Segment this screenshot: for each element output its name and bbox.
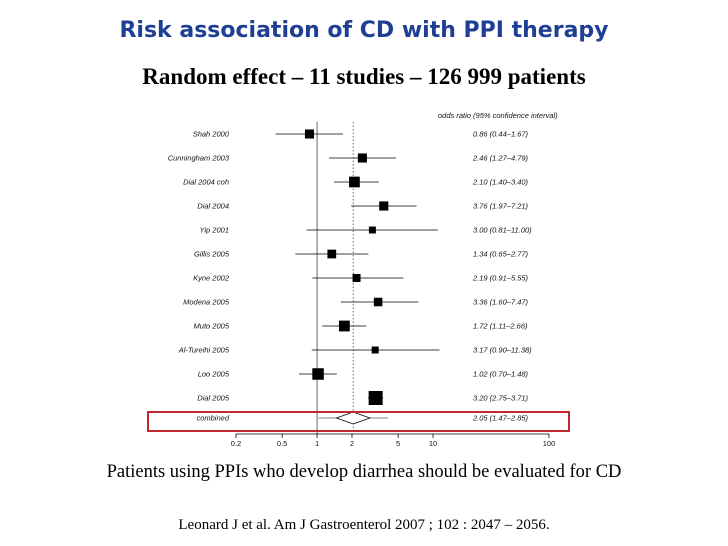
study-name: Muto 2005 (194, 322, 230, 331)
study-name: Cunningham 2003 (168, 154, 230, 163)
study-name: Kyne 2002 (193, 274, 230, 283)
point-estimate (373, 297, 383, 307)
study-name: Dial 2004 (197, 202, 229, 211)
study-or-label: 3.20 (2.75–3.71) (473, 394, 529, 403)
study-or-label: 2.46 (1.27–4.79) (472, 154, 529, 163)
study-or-label: 2.10 (1.40–3.40) (472, 178, 529, 187)
study-or-label: 2.19 (0.91–5.55) (472, 274, 529, 283)
study-or-label: 3.17 (0.90–11.38) (473, 346, 532, 355)
point-estimate (371, 346, 379, 354)
study-or-label: 1.72 (1.11–2.66) (473, 322, 528, 331)
x-tick-label: 100 (543, 439, 556, 448)
slide-caption: Patients using PPIs who develop diarrhea… (106, 462, 622, 482)
column-header: odds ratio (95% confidence interval) (438, 111, 558, 120)
point-estimate (352, 274, 361, 282)
point-estimate (349, 176, 360, 188)
point-estimate (338, 320, 350, 332)
combined-highlight-box (147, 411, 570, 432)
study-name: Gillis 2005 (194, 250, 230, 259)
point-estimate (357, 153, 367, 163)
citation: Leonard J et al. Am J Gastroenterol 2007… (178, 517, 550, 533)
combined-or-label: 2.05 (1.47–2.85) (472, 414, 529, 423)
slide-title: Risk association of CD with PPI therapy (119, 18, 609, 43)
study-or-label: 3.00 (0.81–11.00) (473, 226, 532, 235)
study-name: Modena 2005 (183, 298, 230, 307)
study-or-label: 3.76 (1.97–7.21) (473, 202, 529, 211)
x-tick-label: 5 (396, 439, 400, 448)
point-estimate (379, 201, 389, 211)
study-or-label: 1.02 (0.70–1.48) (473, 370, 529, 379)
x-tick-label: 0.5 (277, 439, 287, 448)
slide-subtitle: Random effect – 11 studies – 126 999 pat… (142, 64, 586, 89)
study-name: Loo 2005 (198, 370, 230, 379)
point-estimate (327, 249, 337, 259)
point-estimate (368, 226, 376, 234)
study-name: Dial 2004 coh (183, 178, 229, 187)
study-name: Yip 2001 (200, 226, 229, 235)
study-name: Al-Tureihi 2005 (178, 346, 230, 355)
study-name: Dial 2005 (197, 394, 230, 403)
study-name: Shah 2000 (193, 130, 230, 139)
study-or-label: 0.86 (0.44–1.67) (473, 130, 529, 139)
x-tick-label: 1 (315, 439, 319, 448)
point-estimate (304, 129, 314, 139)
forest-plot: odds ratio (95% confidence interval) Sha… (147, 111, 570, 448)
point-estimate (312, 368, 324, 380)
point-estimate (368, 391, 383, 405)
x-tick-label: 10 (429, 439, 437, 448)
study-or-label: 3.36 (1.60–7.47) (473, 298, 529, 307)
combined-diamond (335, 411, 371, 425)
combined-name: combined (196, 414, 229, 423)
x-tick-label: 2 (350, 439, 354, 448)
study-or-label: 1.34 (0.65–2.77) (473, 250, 529, 259)
x-tick-label: 0.2 (231, 439, 241, 448)
